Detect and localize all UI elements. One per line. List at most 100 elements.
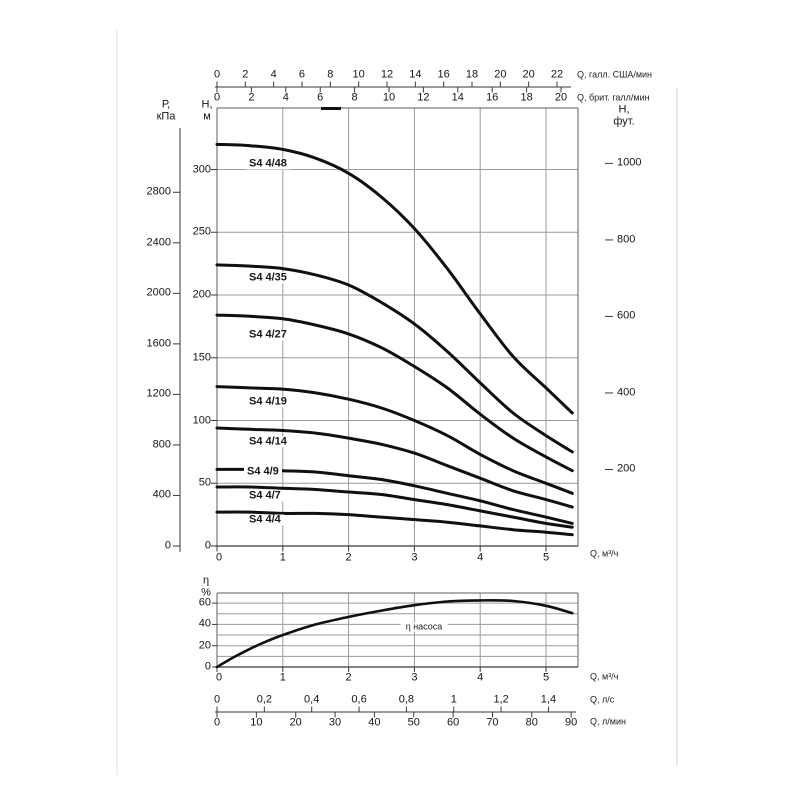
pump-curve-s4-4-14: [215, 426, 574, 509]
eta-y-tick-label: 0: [204, 660, 211, 673]
pump-curve-s4-4-48: [215, 142, 574, 415]
head-ft-tick-label: 400: [617, 386, 636, 399]
pressure-tick-label: 2400: [146, 236, 171, 249]
imp-gpm-tick-label: 12: [417, 91, 430, 104]
head-m-tick-label: 250: [192, 225, 211, 238]
us-gpm-tick-label: 10: [352, 68, 365, 81]
imp-gpm-tick-label: 16: [486, 91, 499, 104]
pump-curve-label: S4 4/19: [246, 396, 290, 408]
main-x-tick-label: 5: [542, 551, 550, 564]
lpm-tick-label: 80: [525, 716, 538, 729]
head-ft-tick-label: 800: [617, 233, 636, 246]
pump-curve-s4-4-35: [215, 263, 574, 454]
eta-x-tick-label: 1: [279, 671, 286, 684]
us-gpm-axis-unit-label: Q, галл. США/мин: [577, 69, 653, 80]
pump-curve-label: S4 4/14: [246, 436, 290, 448]
pump-curve-label: S4 4/7: [246, 490, 284, 502]
main-x-tick-label: 3: [411, 551, 418, 564]
us-gpm-tick-label: 4: [270, 68, 277, 81]
main-x-tick-label: 4: [477, 551, 484, 564]
pump-curve-s4-4-4: [215, 510, 574, 537]
eta-x-tick-label: 0: [215, 671, 223, 684]
pressure-tick-label: 800: [152, 438, 171, 451]
us-gpm-tick-label: 12: [380, 68, 394, 81]
pump-curve-label: S4 4/27: [246, 329, 290, 341]
pressure-tick-label: 400: [152, 488, 171, 501]
lpm-tick-label: 20: [289, 716, 302, 729]
us-gpm-tick-label: 22: [550, 68, 564, 81]
imp-gpm-tick-label: 2: [248, 91, 255, 104]
eta-y-tick-label: 20: [198, 639, 211, 652]
pressure-axis-header-line1: Р,: [161, 98, 171, 111]
eta-x-tick-label: 2: [345, 671, 352, 684]
imp-gpm-tick-label: 10: [382, 91, 396, 104]
main-x-tick-label: 1: [279, 551, 286, 564]
lpm-tick-label: 10: [250, 716, 263, 729]
head-ft-axis-header-line1: Н,: [618, 103, 630, 116]
eta-axis-header-line2: %: [201, 586, 211, 599]
us-gpm-tick-label: 20: [522, 68, 535, 81]
pump-curve-label: S4 4/48: [246, 158, 290, 170]
eta-x-tick-label: 5: [542, 671, 550, 684]
eta-y-tick-label: 40: [198, 617, 211, 630]
pressure-tick-label: 2000: [146, 286, 171, 299]
head-m-tick-label: 200: [192, 288, 211, 301]
imp-gpm-axis-unit-label: Q, брит. галл/мин: [577, 92, 650, 103]
head-m-axis-header-line1: Н,: [201, 98, 213, 111]
lps-tick-label: 0,8: [398, 693, 415, 706]
head-ft-axis-header-line2: фут.: [613, 115, 635, 128]
us-gpm-tick-label: 8: [327, 68, 334, 81]
imp-gpm-tick-label: 14: [451, 91, 464, 104]
head-m-tick-label: 150: [192, 351, 211, 364]
head-ft-tick-label: 1000: [617, 156, 642, 169]
lps-tick-label: 1: [450, 693, 457, 706]
lps-tick-label: 0: [213, 693, 221, 706]
us-gpm-tick-label: 20: [494, 68, 507, 81]
imp-gpm-tick-label: 4: [282, 91, 289, 104]
eta-x-axis-unit-label: Q, м³/ч: [590, 671, 619, 682]
lps-tick-label: 1,4: [540, 693, 557, 706]
us-gpm-tick-label: 16: [437, 68, 450, 81]
pump-curve-s4-4-27: [215, 313, 574, 473]
lps-tick-label: 0,2: [256, 693, 272, 706]
pressure-tick-label: 2800: [146, 185, 171, 198]
lpm-tick-label: 90: [565, 716, 578, 729]
head-ft-tick-label: 200: [617, 462, 636, 475]
pressure-tick-label: 1200: [146, 387, 171, 400]
lpm-axis-unit-label: Q, л/мин: [590, 716, 626, 727]
lps-axis-unit-label: Q, л/с: [590, 694, 615, 705]
main-x-axis-unit-label: Q, м³/ч: [590, 548, 619, 559]
eta-x-tick-label: 3: [411, 671, 418, 684]
head-m-tick-label: 0: [204, 539, 211, 552]
pressure-axis-header-line2: кПа: [156, 110, 176, 123]
lpm-tick-label: 50: [407, 716, 420, 729]
us-gpm-tick-label: 2: [242, 68, 249, 81]
efficiency-curve: [215, 599, 574, 669]
head-ft-tick-label: 600: [617, 309, 636, 322]
eta-axis-header-line1: η: [202, 574, 210, 587]
lpm-tick-label: 0: [213, 716, 221, 729]
lpm-tick-label: 60: [446, 716, 460, 729]
lps-tick-label: 0,6: [351, 693, 367, 706]
main-x-tick-label: 0: [215, 551, 223, 564]
pressure-tick-label: 0: [164, 539, 171, 552]
eta-x-tick-label: 4: [477, 671, 484, 684]
lpm-tick-label: 70: [486, 716, 499, 729]
head-m-tick-label: 300: [192, 163, 211, 175]
imp-gpm-tick-label: 20: [554, 91, 568, 104]
lpm-tick-label: 30: [328, 716, 342, 729]
efficiency-curve-label: η насоса: [400, 622, 448, 632]
eta-y-tick-label: 60: [198, 596, 211, 609]
pump-curve-label: S4 4/4: [246, 514, 284, 526]
us-gpm-tick-label: 18: [465, 68, 479, 81]
pressure-tick-label: 1600: [146, 337, 171, 350]
us-gpm-tick-label: 0: [213, 68, 221, 81]
main-x-tick-label: 2: [345, 551, 352, 564]
lps-tick-label: 1,2: [493, 693, 509, 706]
head-m-tick-label: 100: [192, 414, 211, 426]
pump-curve-label: S4 4/9: [244, 466, 282, 478]
head-m-axis-header-line2: м: [203, 110, 211, 123]
lps-tick-label: 0,4: [304, 693, 320, 706]
lpm-tick-label: 40: [368, 716, 381, 729]
